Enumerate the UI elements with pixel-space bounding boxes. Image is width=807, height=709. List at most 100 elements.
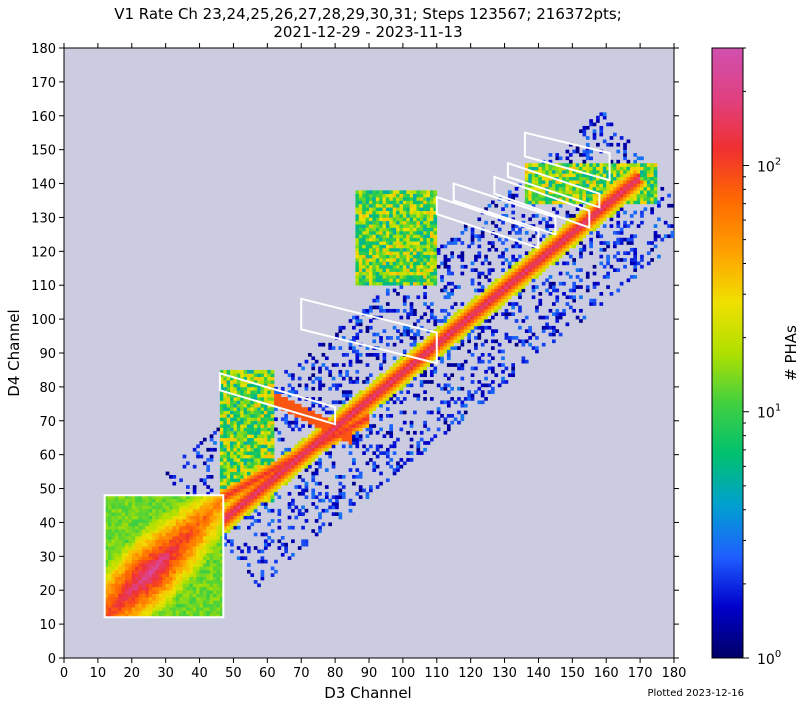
heat-cell <box>202 461 207 466</box>
heat-cell <box>419 342 424 347</box>
heat-cell <box>470 241 475 245</box>
heat-cell <box>175 607 180 611</box>
heat-cell <box>267 488 272 493</box>
heat-cell <box>253 397 258 401</box>
heat-cell <box>470 319 475 323</box>
heat-cell <box>155 593 160 598</box>
heat-cell <box>169 573 173 577</box>
heat-cell <box>253 403 258 408</box>
heat-cell <box>348 403 353 408</box>
heat-cell <box>196 495 200 500</box>
heat-cell <box>413 278 417 283</box>
heat-cell <box>369 319 373 323</box>
heat-cell <box>562 241 566 245</box>
heat-cell <box>186 539 190 544</box>
heat-cell <box>555 312 560 317</box>
heat-cell <box>355 244 360 249</box>
heat-cell <box>392 468 397 472</box>
heat-cell <box>358 214 363 218</box>
heat-cell <box>162 549 166 554</box>
heat-cell <box>118 590 122 594</box>
heat-cell <box>423 363 427 367</box>
heat-cell <box>450 325 455 330</box>
heat-cell <box>219 542 224 547</box>
heat-cell <box>162 498 166 503</box>
heat-cell <box>125 529 129 533</box>
heat-cell <box>409 359 414 364</box>
heat-cell <box>392 214 397 218</box>
heat-cell <box>128 580 133 584</box>
heat-cell <box>545 186 549 191</box>
heat-cell <box>423 278 427 283</box>
heat-cell <box>179 532 183 537</box>
heat-cell <box>477 308 482 313</box>
heat-cell <box>582 132 587 137</box>
heat-cell <box>565 210 570 215</box>
heat-cell <box>192 532 197 537</box>
heat-cell <box>402 397 407 401</box>
heat-cell <box>358 275 363 279</box>
heat-cell <box>219 508 224 513</box>
heat-cell <box>416 217 421 222</box>
heat-cell <box>474 298 478 303</box>
heat-cell <box>585 220 590 225</box>
heat-cell <box>284 475 288 479</box>
heat-cell <box>250 502 255 506</box>
heat-cell <box>253 447 258 452</box>
heat-cell <box>402 325 407 330</box>
heat-cell <box>423 200 427 205</box>
heat-cell <box>304 539 309 544</box>
heat-cell <box>369 210 373 215</box>
heat-cell <box>202 566 207 571</box>
heat-cell <box>233 515 238 520</box>
heat-cell <box>385 414 390 418</box>
heat-cell <box>507 231 512 235</box>
heat-cell <box>196 546 200 550</box>
heat-cell <box>433 366 438 371</box>
heat-cell <box>128 566 133 571</box>
heat-cell <box>558 227 563 232</box>
heat-cell <box>589 197 593 201</box>
heat-cell <box>209 525 214 530</box>
heat-cell <box>209 505 214 510</box>
heat-cell <box>379 397 383 401</box>
heat-cell <box>531 332 536 337</box>
heat-cell <box>352 325 356 330</box>
heat-cell <box>507 281 512 286</box>
heat-cell <box>260 380 265 384</box>
heat-cell <box>352 346 356 350</box>
heat-cell <box>565 224 570 228</box>
heat-cell <box>192 502 197 506</box>
heat-cell <box>277 475 282 479</box>
heat-cell <box>165 522 170 527</box>
heat-cell <box>263 532 268 537</box>
heat-cell <box>457 366 461 371</box>
heat-cell <box>358 220 363 225</box>
heat-cell <box>413 353 417 357</box>
heat-cell <box>216 427 221 432</box>
heat-cell <box>226 508 231 513</box>
heat-cell <box>331 434 336 439</box>
heat-cell <box>413 369 417 374</box>
heat-cell <box>433 247 438 252</box>
heat-cell <box>382 271 387 276</box>
heat-cell <box>135 512 139 516</box>
heat-cell <box>528 166 532 171</box>
heat-cell <box>189 607 194 611</box>
heat-cell <box>118 515 122 520</box>
heat-cell <box>565 231 570 235</box>
heat-cell <box>287 468 292 472</box>
heat-cell <box>196 566 200 571</box>
heat-cell <box>450 363 455 367</box>
heat-cell <box>538 315 543 320</box>
heat-cell <box>223 410 227 415</box>
heat-cell <box>352 349 356 354</box>
heat-cell <box>111 559 116 564</box>
heat-cell <box>213 430 217 435</box>
heat-cell <box>209 590 214 594</box>
heat-cell <box>247 563 251 567</box>
heat-cell <box>243 556 248 561</box>
heat-cell <box>375 454 380 459</box>
heat-cell <box>389 376 394 381</box>
heat-cell <box>226 505 231 510</box>
